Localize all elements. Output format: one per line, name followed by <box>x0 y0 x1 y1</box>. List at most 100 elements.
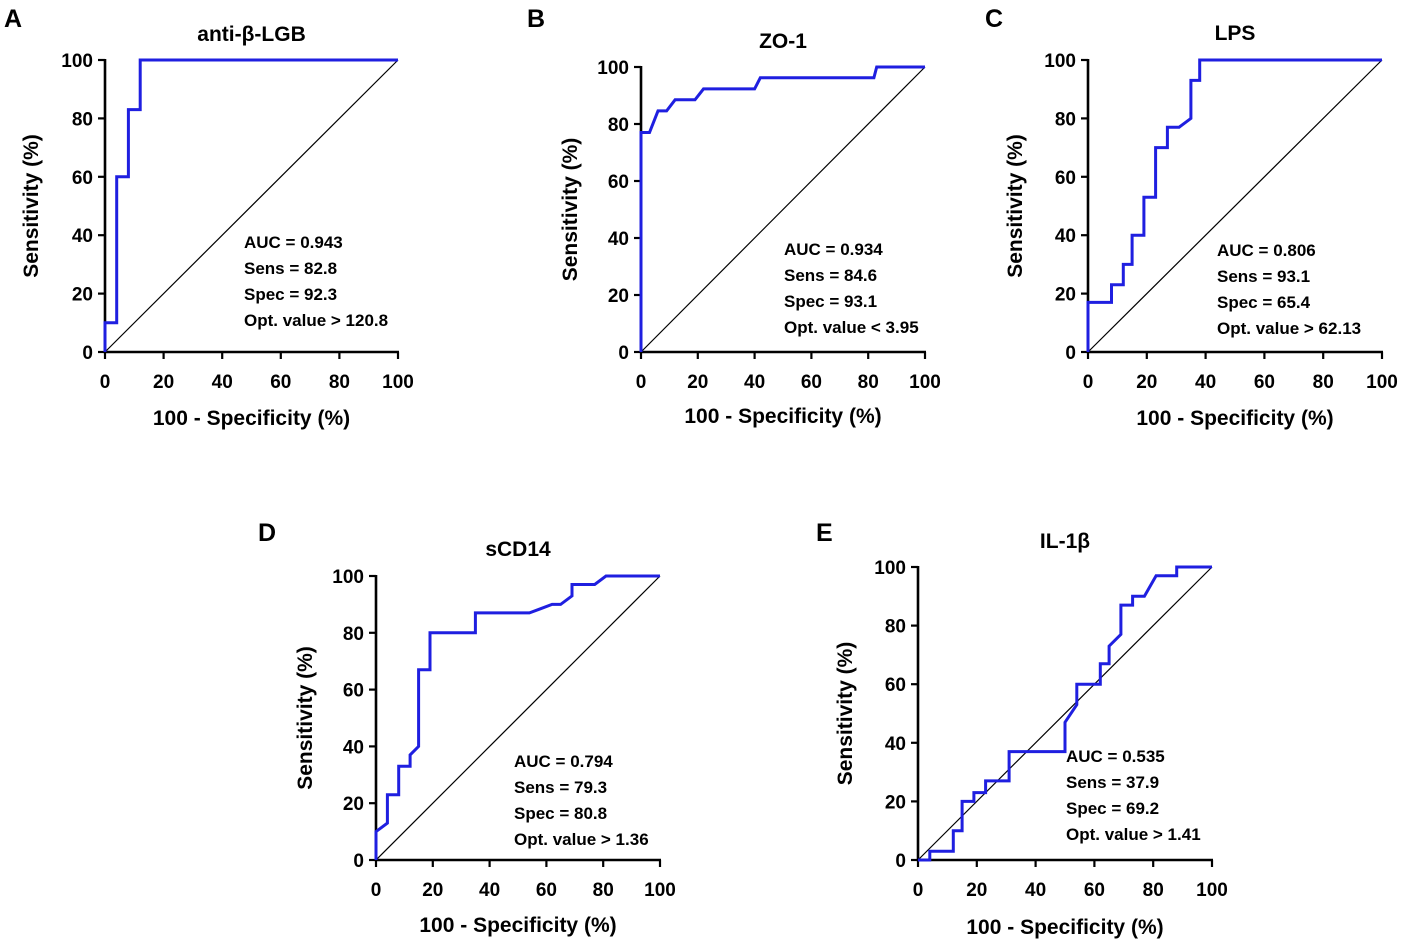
chart-title: LPS <box>1215 22 1256 45</box>
y-axis-title: Sensitivity (%) <box>294 646 317 790</box>
stat-line: Opt. value > 1.36 <box>514 830 649 849</box>
y-tick-label: 100 <box>874 558 906 579</box>
x-tick-label: 100 <box>909 372 941 393</box>
y-axis-title: Sensitivity (%) <box>1004 134 1027 278</box>
stat-line: AUC = 0.943 <box>244 233 343 252</box>
panel-letter: C <box>985 5 1003 33</box>
y-tick-label: 60 <box>885 675 906 696</box>
y-tick-label: 40 <box>343 737 364 758</box>
x-tick-label: 100 <box>1366 372 1398 393</box>
y-tick-label: 100 <box>61 51 93 72</box>
x-tick-label: 40 <box>744 372 765 393</box>
y-tick-label: 80 <box>1055 109 1076 130</box>
y-tick-label: 20 <box>885 792 906 813</box>
panel-letter: B <box>527 5 545 33</box>
panel-letter: A <box>4 5 22 33</box>
x-tick-label: 0 <box>1083 372 1094 393</box>
x-axis-title: 100 - Specificity (%) <box>153 407 350 430</box>
stat-line: Spec = 92.3 <box>244 285 337 304</box>
x-tick-label: 60 <box>270 372 291 393</box>
x-tick-label: 60 <box>536 880 557 901</box>
stat-line: Opt. value > 120.8 <box>244 311 388 330</box>
x-tick-label: 20 <box>966 880 987 901</box>
roc-panel-c: C LPS 00 20 20 40 40 60 60 80 80 100 100 100 - Specif… <box>985 5 1398 430</box>
stat-line: Opt. value < 3.95 <box>784 318 919 337</box>
y-tick-label: 60 <box>1055 168 1076 189</box>
x-axis-title: 100 - Specificity (%) <box>1136 407 1333 430</box>
y-tick-label: 0 <box>353 851 364 872</box>
panel-letter: E <box>816 519 833 547</box>
y-tick-label: 20 <box>72 285 93 306</box>
stat-line: Sens = 93.1 <box>1217 267 1310 286</box>
y-tick-label: 0 <box>618 343 629 364</box>
roc-curve <box>374 574 660 860</box>
chart-title: anti-β-LGB <box>197 23 305 46</box>
x-tick-label: 60 <box>1254 372 1275 393</box>
roc-curve <box>103 58 398 352</box>
x-tick-label: 80 <box>1313 372 1334 393</box>
x-tick-label: 100 <box>382 372 414 393</box>
x-tick-label: 80 <box>329 372 350 393</box>
x-tick-label: 20 <box>687 372 708 393</box>
stat-line: Opt. value > 1.41 <box>1066 825 1201 844</box>
stat-line: Sens = 82.8 <box>244 259 337 278</box>
y-tick-label: 40 <box>608 229 629 250</box>
stat-line: AUC = 0.535 <box>1066 747 1165 766</box>
stat-line: Spec = 65.4 <box>1217 293 1311 312</box>
reference-diagonal <box>917 566 1213 861</box>
x-axis-title: 100 - Specificity (%) <box>684 405 881 428</box>
y-axis-title: Sensitivity (%) <box>20 134 43 278</box>
roc-curve <box>639 65 925 352</box>
y-tick-label: 100 <box>332 567 364 588</box>
stat-line: AUC = 0.934 <box>784 240 883 259</box>
x-tick-label: 0 <box>100 372 111 393</box>
y-axis-title: Sensitivity (%) <box>834 642 857 786</box>
stat-line: Spec = 93.1 <box>784 292 877 311</box>
y-tick-label: 20 <box>608 286 629 307</box>
y-tick-label: 80 <box>608 115 629 136</box>
x-tick-label: 100 <box>1196 880 1228 901</box>
y-tick-label: 60 <box>608 172 629 193</box>
reference-diagonal <box>1087 59 1383 353</box>
y-tick-label: 0 <box>82 343 93 364</box>
x-axis-title: 100 - Specificity (%) <box>966 916 1163 939</box>
chart-title: sCD14 <box>485 538 551 561</box>
x-tick-label: 40 <box>212 372 233 393</box>
stat-line: AUC = 0.794 <box>514 752 613 771</box>
stat-line: AUC = 0.806 <box>1217 241 1316 260</box>
panel-letter: D <box>258 519 276 547</box>
roc-panel-b: B ZO-1 00 20 20 40 40 60 60 80 80 100 100 100 - Speci… <box>527 5 941 428</box>
x-tick-label: 80 <box>593 880 614 901</box>
y-tick-label: 80 <box>72 109 93 130</box>
y-tick-label: 0 <box>895 851 906 872</box>
x-tick-label: 40 <box>479 880 500 901</box>
y-axis-title: Sensitivity (%) <box>559 138 582 282</box>
x-tick-label: 80 <box>1143 880 1164 901</box>
y-tick-label: 100 <box>1044 51 1076 72</box>
x-tick-label: 0 <box>371 880 382 901</box>
y-tick-label: 60 <box>343 681 364 702</box>
stat-line: Sens = 79.3 <box>514 778 607 797</box>
roc-panel-e: E IL-1β 00 20 20 40 40 60 60 80 80 100 100 100 - Spec… <box>816 519 1228 939</box>
roc-curve <box>1086 58 1382 352</box>
x-tick-label: 80 <box>858 372 879 393</box>
y-tick-label: 40 <box>72 226 93 247</box>
reference-diagonal <box>375 575 661 861</box>
x-axis-title: 100 - Specificity (%) <box>419 914 616 937</box>
y-tick-label: 20 <box>343 794 364 815</box>
x-tick-label: 100 <box>644 880 676 901</box>
y-tick-label: 40 <box>1055 226 1076 247</box>
x-tick-label: 60 <box>801 372 822 393</box>
y-tick-label: 100 <box>597 58 629 79</box>
stat-line: Spec = 80.8 <box>514 804 607 823</box>
stat-line: Sens = 37.9 <box>1066 773 1159 792</box>
stat-line: Sens = 84.6 <box>784 266 877 285</box>
chart-title: IL-1β <box>1040 530 1090 553</box>
y-tick-label: 80 <box>343 624 364 645</box>
reference-diagonal <box>640 66 926 353</box>
x-tick-label: 0 <box>913 880 924 901</box>
reference-diagonal <box>104 59 399 353</box>
x-tick-label: 20 <box>422 880 443 901</box>
